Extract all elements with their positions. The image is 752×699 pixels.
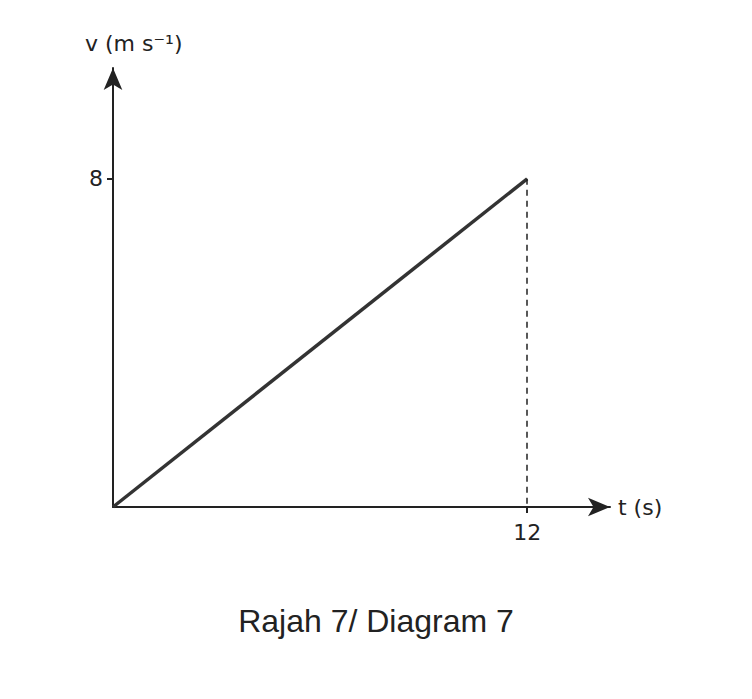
svg-text:12: 12 [513, 520, 541, 545]
svg-text:v (m s⁻¹): v (m s⁻¹) [85, 31, 183, 56]
svg-text:8: 8 [89, 166, 103, 191]
svg-text:t (s): t (s) [618, 495, 662, 520]
svg-text:Rajah 7/ Diagram 7: Rajah 7/ Diagram 7 [238, 603, 514, 639]
